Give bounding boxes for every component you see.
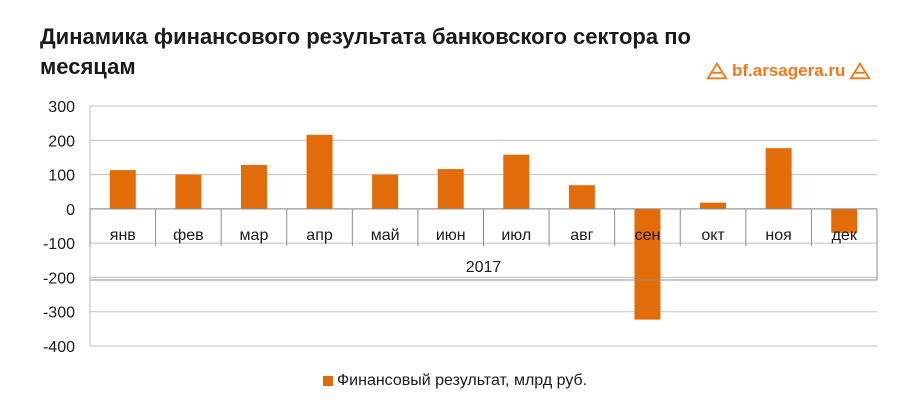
bars (109, 134, 858, 320)
category-label: мар (240, 227, 269, 244)
bar-апр (306, 134, 333, 209)
bar-май (372, 174, 399, 209)
category-label: июл (501, 227, 531, 244)
y-tick-label: 200 (48, 133, 75, 150)
category-label: ноя (765, 227, 791, 244)
category-label: авг (570, 227, 593, 244)
bar-дек (831, 208, 858, 233)
bar-июл (503, 154, 530, 209)
y-tick-label: -300 (43, 305, 75, 322)
arsagera-logo-icon (706, 61, 728, 80)
category-label: фев (173, 227, 204, 244)
legend-swatch (323, 376, 333, 386)
y-tick-label: 300 (48, 99, 75, 116)
y-tick-label: 0 (66, 202, 75, 219)
category-label: сен (635, 227, 661, 244)
group-label: 2017 (466, 259, 502, 276)
category-label: май (371, 227, 400, 244)
category-label: янв (110, 227, 136, 244)
bar-ноя (765, 148, 792, 209)
category-label: апр (306, 227, 333, 244)
y-tick-label: -100 (43, 236, 75, 253)
y-tick-label: 100 (48, 168, 75, 185)
y-tick-label: -400 (43, 339, 75, 356)
legend: Финансовый результат, млрд руб. (323, 372, 587, 390)
bar-сен (634, 208, 661, 320)
bar-авг (568, 185, 595, 209)
category-label: июн (436, 227, 466, 244)
arsagera-logo-icon-right (849, 61, 872, 80)
brand-link[interactable]: bf.arsagera.ru (706, 60, 872, 82)
bar-июн (437, 169, 464, 209)
bar-янв (109, 170, 136, 209)
y-tick-label: -200 (43, 270, 75, 287)
bar-окт (700, 202, 727, 209)
brand-text: bf.arsagera.ru (732, 61, 846, 80)
chart-title: Динамика финансового результата банковск… (40, 24, 691, 79)
category-label: окт (701, 227, 725, 244)
legend-label: Финансовый результат, млрд руб. (337, 372, 588, 389)
category-label: дек (832, 227, 858, 244)
bar-мар (240, 164, 267, 209)
y-axis-ticks: 300 200 100 0 -100 -200 -300 -400 (43, 99, 75, 356)
bar-фев (175, 174, 202, 209)
category-axis: янв фев мар апр май июн июл авг сен окт ноя дек 2017 (89, 208, 878, 281)
